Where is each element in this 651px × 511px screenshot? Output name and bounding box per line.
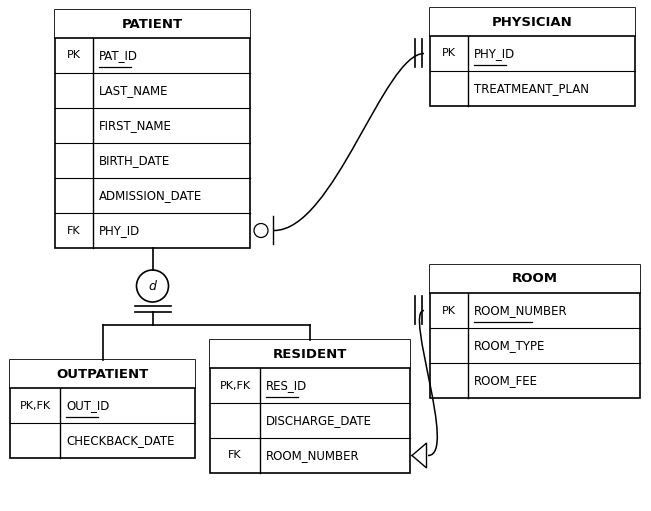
Text: FIRST_NAME: FIRST_NAME <box>99 119 172 132</box>
Text: PK: PK <box>442 49 456 58</box>
Text: ADMISSION_DATE: ADMISSION_DATE <box>99 189 202 202</box>
Text: FK: FK <box>67 225 81 236</box>
Text: d: d <box>148 280 156 292</box>
Text: TREATMEANT_PLAN: TREATMEANT_PLAN <box>474 82 589 95</box>
Bar <box>55 10 250 248</box>
Text: BIRTH_DATE: BIRTH_DATE <box>99 154 171 167</box>
Bar <box>10 360 195 458</box>
Bar <box>430 8 635 36</box>
Text: PK: PK <box>67 51 81 60</box>
Text: PK: PK <box>442 306 456 315</box>
Bar <box>10 360 195 388</box>
Text: FK: FK <box>229 451 242 460</box>
Text: PHY_ID: PHY_ID <box>99 224 140 237</box>
Text: RESIDENT: RESIDENT <box>273 347 347 360</box>
Text: LAST_NAME: LAST_NAME <box>99 84 169 97</box>
Text: OUT_ID: OUT_ID <box>66 399 109 412</box>
Bar <box>210 340 410 473</box>
Text: CHECKBACK_DATE: CHECKBACK_DATE <box>66 434 174 447</box>
Text: ROOM_NUMBER: ROOM_NUMBER <box>266 449 359 462</box>
Text: ROOM_TYPE: ROOM_TYPE <box>474 339 546 352</box>
Text: PAT_ID: PAT_ID <box>99 49 138 62</box>
Bar <box>430 8 635 106</box>
Text: PK,FK: PK,FK <box>20 401 51 410</box>
Text: OUTPATIENT: OUTPATIENT <box>57 367 148 381</box>
Text: DISCHARGE_DATE: DISCHARGE_DATE <box>266 414 372 427</box>
Text: ROOM: ROOM <box>512 272 558 286</box>
Text: ROOM_NUMBER: ROOM_NUMBER <box>474 304 568 317</box>
Bar <box>55 10 250 38</box>
Text: PHY_ID: PHY_ID <box>474 47 515 60</box>
Text: PHYSICIAN: PHYSICIAN <box>492 15 573 29</box>
Text: ROOM_FEE: ROOM_FEE <box>474 374 538 387</box>
Bar <box>430 265 640 398</box>
Text: PK,FK: PK,FK <box>219 381 251 390</box>
Bar <box>210 340 410 368</box>
Bar <box>430 265 640 293</box>
Text: RES_ID: RES_ID <box>266 379 307 392</box>
Text: PATIENT: PATIENT <box>122 17 183 31</box>
